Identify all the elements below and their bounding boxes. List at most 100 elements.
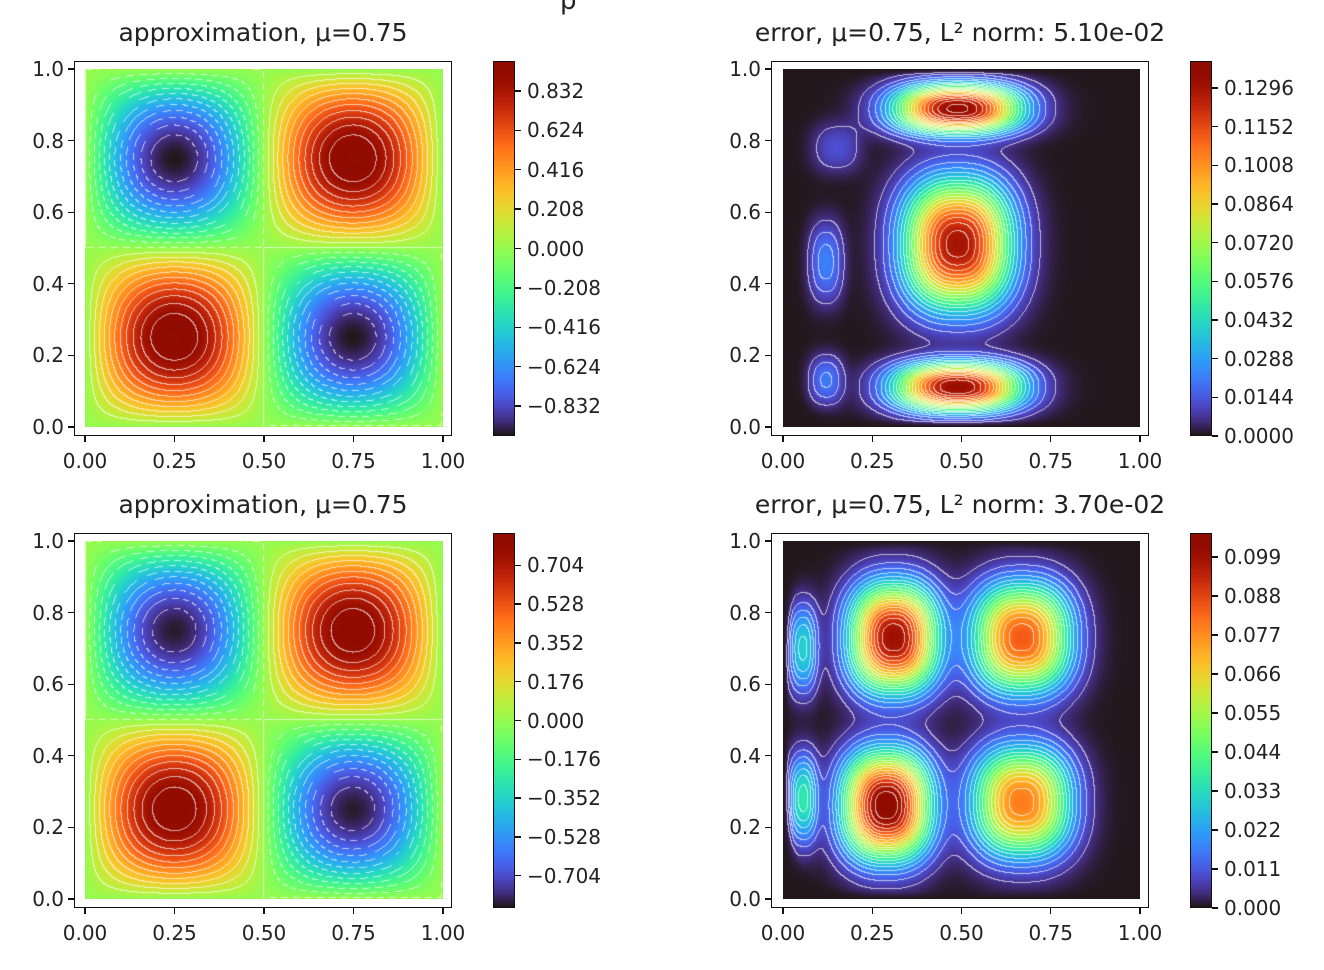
panel-2-xtick-label: 0.00 xyxy=(760,449,806,473)
panel-3-ytick-mark xyxy=(68,755,74,757)
panel-2-colorbar-tick-label: 0.0288 xyxy=(1224,346,1294,371)
panel-1-colorbar-tick-mark xyxy=(515,208,521,210)
panel-3-colorbar-tick-label: −0.528 xyxy=(527,824,602,849)
panel-2-ytick-mark xyxy=(765,426,771,428)
panel-2-ytick-mark xyxy=(765,211,771,213)
panel-4-xtick-label: 0.75 xyxy=(1028,921,1074,945)
panel-2-colorbar-tick-mark xyxy=(1212,125,1218,128)
panel-4-xtick-mark xyxy=(1139,908,1141,914)
panel-4-ytick-label: 0.6 xyxy=(729,672,761,697)
panel-3-colorbar-tick-mark xyxy=(515,680,521,683)
panel-2-ytick-label: 0.0 xyxy=(729,415,761,439)
panel-4-colorbar-tick-label: 0.088 xyxy=(1224,584,1282,609)
panel-1-ytick-mark xyxy=(68,283,74,285)
panel-2-xtick-mark xyxy=(871,436,873,442)
panel-4-colorbar-tick-mark xyxy=(1212,868,1218,870)
panel-2-colorbar-tick-mark xyxy=(1212,164,1218,166)
suptitle-fragment: p xyxy=(560,0,577,16)
panel-2-ytick-mark xyxy=(765,68,771,70)
panel-2-xtick-label: 0.25 xyxy=(849,449,895,473)
panel-1-colorbar-tick-mark xyxy=(515,129,521,131)
panel-1-colorbar-tick-mark xyxy=(515,287,521,289)
panel-3-xtick-mark xyxy=(84,908,86,914)
panel-1-colorbar-tick-label: −0.208 xyxy=(527,275,602,300)
panel-1-xtick-label: 0.75 xyxy=(331,449,376,473)
panel-3-colorbar-tick-mark xyxy=(515,797,521,799)
panel-3-colorbar-tick-label: 0.528 xyxy=(527,592,585,617)
panel-4-title: error, μ=0.75, L² norm: 3.70e-02 xyxy=(754,490,1166,519)
panel-2-ytick-label: 0.2 xyxy=(729,343,761,368)
panel-1-ytick-mark xyxy=(68,68,74,70)
panel-3-xtick-label: 0.50 xyxy=(241,921,287,945)
panel-4-colorbar-tick-label: 0.055 xyxy=(1224,701,1282,726)
panel-2-colorbar-tick-mark xyxy=(1212,435,1218,437)
panel-3-ytick-label: 0.2 xyxy=(32,815,64,840)
panel-1-xtick-label: 0.50 xyxy=(241,449,287,473)
panel-2-colorbar-tick-label: 0.0864 xyxy=(1224,191,1294,216)
panel-4-colorbar-tick-mark xyxy=(1212,595,1218,597)
panel-2-colorbar-tick-mark xyxy=(1212,280,1218,282)
panel-3-colorbar-tick-label: 0.176 xyxy=(527,669,585,694)
panel-3-colorbar-tick-mark xyxy=(515,758,521,760)
panel-3-colorbar-tick-label: −0.704 xyxy=(527,863,602,888)
panel-3-ytick-label: 0.8 xyxy=(32,600,64,625)
panel-1-ytick-label: 1.0 xyxy=(32,57,64,81)
panel-2-colorbar-tick-mark xyxy=(1212,203,1218,205)
panel-4-xtick-label: 1.00 xyxy=(1117,921,1163,945)
panel-1-colorbar-tick-label: −0.416 xyxy=(527,315,602,340)
panel-2-ytick-mark xyxy=(765,283,771,285)
panel-1-xtick-mark xyxy=(352,436,355,442)
panel-4-ytick-mark xyxy=(765,755,771,757)
panel-3-xtick-label: 0.25 xyxy=(152,921,197,945)
panel-1-xtick-mark xyxy=(442,436,444,442)
panel-4-colorbar-tick-mark xyxy=(1212,829,1218,831)
panel-4-ytick-mark xyxy=(765,611,771,614)
panel-1-colorbar-tick-label: −0.624 xyxy=(527,354,602,379)
panel-2-ytick-label: 0.4 xyxy=(729,271,761,296)
panel-4-colorbar-tick-label: 0.099 xyxy=(1224,545,1282,570)
panel-3-xtick-label: 1.00 xyxy=(420,921,466,945)
panel-4-ytick-label: 0.8 xyxy=(729,600,761,625)
panel-3-ytick-label: 1.0 xyxy=(32,529,64,553)
panel-1-ytick-mark xyxy=(68,426,74,428)
panel-2-xtick-mark xyxy=(1050,436,1052,442)
panel-2-xtick-label: 0.50 xyxy=(939,449,984,473)
panel-2-colorbar-tick-label: 0.0144 xyxy=(1224,385,1294,410)
panel-1-xtick-mark xyxy=(263,436,265,442)
panel-2-ytick-label: 1.0 xyxy=(729,57,761,81)
panel-2-title: error, μ=0.75, L² norm: 5.10e-02 xyxy=(754,18,1166,47)
panel-4-xtick-label: 0.25 xyxy=(849,921,895,945)
panel-2-colorbar-tick-mark xyxy=(1212,87,1218,89)
panel-3-colorbar-tick-mark xyxy=(515,836,521,838)
panel-1-ytick-label: 0.8 xyxy=(32,128,64,153)
panel-3-colorbar-tick-mark xyxy=(515,719,521,722)
panel-4-xtick-label: 0.00 xyxy=(760,921,806,945)
panel-2-xtick-mark xyxy=(782,436,784,442)
panel-1-ytick-label: 0.4 xyxy=(32,271,64,296)
panel-2-colorbar xyxy=(1190,61,1212,436)
panel-3-colorbar xyxy=(493,533,515,908)
panel-3-xtick-label: 0.75 xyxy=(331,921,376,945)
panel-1-colorbar-tick-mark xyxy=(515,247,521,250)
panel-4-colorbar xyxy=(1190,533,1212,908)
panel-1-ytick-mark xyxy=(68,139,74,142)
panel-2-ytick-label: 0.8 xyxy=(729,128,761,153)
panel-1-xtick-label: 0.25 xyxy=(152,449,197,473)
panel-1-ytick-mark xyxy=(68,354,74,357)
panel-4-colorbar-tick-mark xyxy=(1212,556,1218,558)
panel-4-colorbar-tick-mark xyxy=(1212,712,1218,714)
panel-1-title: approximation, μ=0.75 xyxy=(118,18,408,47)
panel-3-ytick-label: 0.6 xyxy=(32,672,64,697)
panel-3-colorbar-tick-mark xyxy=(515,564,521,566)
panel-3-colorbar-tick-mark xyxy=(515,642,521,644)
panel-2-colorbar-tick-label: 0.0432 xyxy=(1224,307,1294,332)
panel-2-ytick-mark xyxy=(765,354,771,357)
panel-1-colorbar-tick-mark xyxy=(515,169,521,171)
panel-1-xtick-label: 1.00 xyxy=(420,449,466,473)
panel-4-colorbar-tick-label: 0.066 xyxy=(1224,662,1282,687)
panel-3-title: approximation, μ=0.75 xyxy=(118,490,408,519)
panel-4-xtick-label: 0.50 xyxy=(939,921,984,945)
panel-2-colorbar-tick-label: 0.1296 xyxy=(1224,75,1294,100)
panel-2-contour-field xyxy=(783,69,1140,427)
panel-4-xtick-mark xyxy=(871,908,873,914)
